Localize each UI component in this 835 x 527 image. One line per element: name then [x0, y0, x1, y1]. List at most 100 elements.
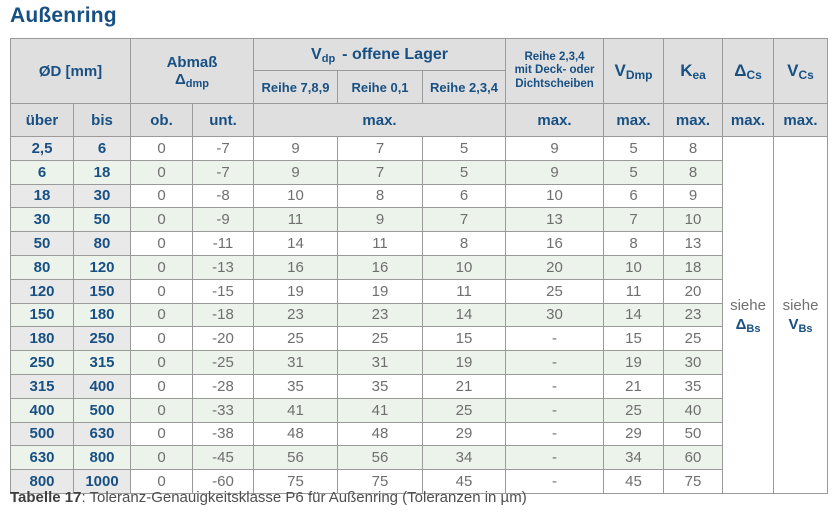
table-row: 30 50 0 -9 11 9 7 13 7 10 — [10, 207, 828, 233]
tolerance-value-cell: 23 — [337, 302, 423, 328]
diameter-range-cell: 6 — [10, 159, 74, 185]
tolerance-value-cell: -9 — [192, 207, 254, 233]
see-reference-v-bs: siehe VBs — [773, 136, 829, 494]
table-row: 800 1000 0 -60 75 75 45-45 75 — [10, 469, 828, 494]
col-header-reihe-789: Reihe 7,8,9 — [253, 70, 338, 104]
tolerance-value-cell: -15 — [192, 278, 254, 304]
diameter-range-cell: 630 — [73, 421, 131, 447]
tolerance-value-cell: 9 — [253, 159, 338, 185]
table-row: 180 250 0 -20 25 25 15-15 25 — [10, 326, 828, 352]
tolerance-value-cell: 6 — [603, 183, 665, 209]
tolerance-value-cell: 10 — [505, 183, 605, 209]
tolerance-value-cell: 14 — [421, 302, 507, 328]
tolerance-value-cell: -38 — [192, 421, 254, 447]
table-row: 50 80 0 -11 14 11 8 16 8 13 — [10, 231, 828, 256]
diameter-range-cell: 400 — [73, 373, 131, 399]
diameter-range-cell: 500 — [10, 421, 74, 447]
tolerance-value-cell: 0 — [130, 231, 193, 256]
header-row-main: ØD [mm] Abmaß Δdmp Vdp - offene Lager Rei… — [10, 38, 829, 104]
col-header-diameter: ØD [mm] — [10, 38, 131, 104]
diameter-range-cell: 80 — [10, 254, 74, 280]
tolerance-value-cell: 56 — [337, 445, 423, 471]
tolerance-value-cell: 7 — [337, 159, 423, 185]
tolerance-value-cell: 35 — [663, 373, 724, 399]
tolerance-value-cell: 75 — [663, 469, 724, 494]
tolerance-value-cell: 29 — [603, 421, 665, 447]
tolerance-value-cell: 8 — [663, 136, 724, 161]
tolerance-value-cell: 25 — [337, 326, 423, 352]
tolerance-value-cell: 0 — [130, 207, 193, 233]
tolerance-value-cell: 34 — [421, 445, 507, 471]
diameter-range-cell: 18 — [73, 159, 131, 185]
tolerance-value-cell: 5 — [603, 159, 665, 185]
diameter-range-cell: 315 — [10, 373, 74, 399]
tolerance-value-cell: 16 — [505, 231, 605, 256]
table-row: 150 180 0 -18 23 23 14 30 14 23 — [10, 302, 828, 328]
tolerance-value-cell: 25 — [253, 326, 338, 352]
diameter-range-cell: 150 — [10, 302, 74, 328]
tolerance-value-cell: 9 — [663, 183, 724, 209]
tolerance-value-cell: 25 — [603, 397, 665, 423]
diameter-range-cell: 500 — [73, 397, 131, 423]
tolerance-value-cell: -60 — [192, 469, 254, 494]
col-subheader-unt: unt. — [192, 103, 254, 137]
tolerance-value-cell: 7 — [603, 207, 665, 233]
tolerance-value-cell: -13 — [192, 254, 254, 280]
tolerance-value-cell: 15 — [421, 326, 507, 352]
diameter-range-cell: 630 — [10, 445, 74, 471]
tolerance-value-cell: 45 — [421, 469, 507, 494]
tolerance-value-cell: 31 — [337, 350, 423, 375]
col-subheader-max-vdmp: max. — [603, 103, 665, 137]
header-row-series: Reihe 7,8,9 Reihe 0,1 Reihe 2,3,4 — [11, 70, 828, 104]
tolerance-value-cell: - — [505, 326, 605, 352]
tolerance-value-cell: 48 — [253, 421, 338, 447]
table-body: 2,5 6 0 -7 9 7 5 9 5 8 siehe ΔBs siehe VBs 6 18 0 -7 9 7 5 9 5… — [10, 136, 829, 494]
diameter-range-cell: 50 — [73, 207, 131, 233]
col-header-kea: Kea — [663, 38, 724, 104]
tolerance-value-cell: 0 — [130, 373, 193, 399]
tolerance-value-cell: - — [505, 373, 605, 399]
col-subheader-max-deck: max. — [505, 103, 605, 137]
tolerance-value-cell: 9 — [253, 136, 338, 161]
header-row-max: über bis ob. unt. max. max. max. max. ma… — [10, 103, 829, 137]
tolerance-value-cell: 0 — [130, 397, 193, 423]
tolerance-value-cell: 9 — [505, 159, 605, 185]
tolerance-value-cell: 19 — [337, 278, 423, 304]
diameter-range-cell: 315 — [73, 350, 131, 375]
tolerance-value-cell: 0 — [130, 326, 193, 352]
diameter-range-cell: 800 — [73, 445, 131, 471]
tolerance-value-cell: 10 — [663, 207, 724, 233]
tolerance-value-cell: 11 — [253, 207, 338, 233]
tolerance-value-cell: 19 — [421, 350, 507, 375]
abmass-label: Abmaß — [166, 54, 218, 71]
tolerance-value-cell: -7 — [192, 159, 254, 185]
tolerance-value-cell: 16 — [337, 254, 423, 280]
tolerance-value-cell: 5 — [421, 159, 507, 185]
tolerance-value-cell: 19 — [603, 350, 665, 375]
table-row: 315 400 0 -28 35 35 21-21 35 — [10, 373, 828, 399]
tolerance-value-cell: 25 — [421, 397, 507, 423]
tolerance-value-cell: 75 — [253, 469, 338, 494]
tolerance-value-cell: 14 — [603, 302, 665, 328]
col-subheader-ob: ob. — [130, 103, 193, 137]
tolerance-value-cell: 0 — [130, 278, 193, 304]
tolerance-value-cell: 10 — [603, 254, 665, 280]
tolerance-value-cell: 0 — [130, 254, 193, 280]
tolerance-value-cell: 11 — [603, 278, 665, 304]
tolerance-value-cell: 13 — [505, 207, 605, 233]
tolerance-value-cell: 21 — [421, 373, 507, 399]
tolerance-value-cell: 7 — [421, 207, 507, 233]
col-header-sealed-series: Reihe 2,3,4 mit Deck- oder Dichtscheiben — [505, 38, 605, 104]
page-title: Außenring — [10, 4, 117, 27]
tolerance-value-cell: 0 — [130, 136, 193, 161]
tolerance-value-cell: 34 — [603, 445, 665, 471]
tolerance-value-cell: 23 — [253, 302, 338, 328]
table-row: 630 800 0 -45 56 56 34-34 60 — [10, 445, 828, 471]
tolerance-value-cell: 60 — [663, 445, 724, 471]
diameter-range-cell: 150 — [73, 278, 131, 304]
tolerance-value-cell: 8 — [421, 231, 507, 256]
tolerance-value-cell: -18 — [192, 302, 254, 328]
col-header-vdp-open-bearings: Vdp - offene Lager — [252, 38, 507, 71]
table-row: 250 315 0 -25 31 31 19-19 30 — [10, 350, 828, 375]
diameter-range-cell: 120 — [73, 254, 131, 280]
